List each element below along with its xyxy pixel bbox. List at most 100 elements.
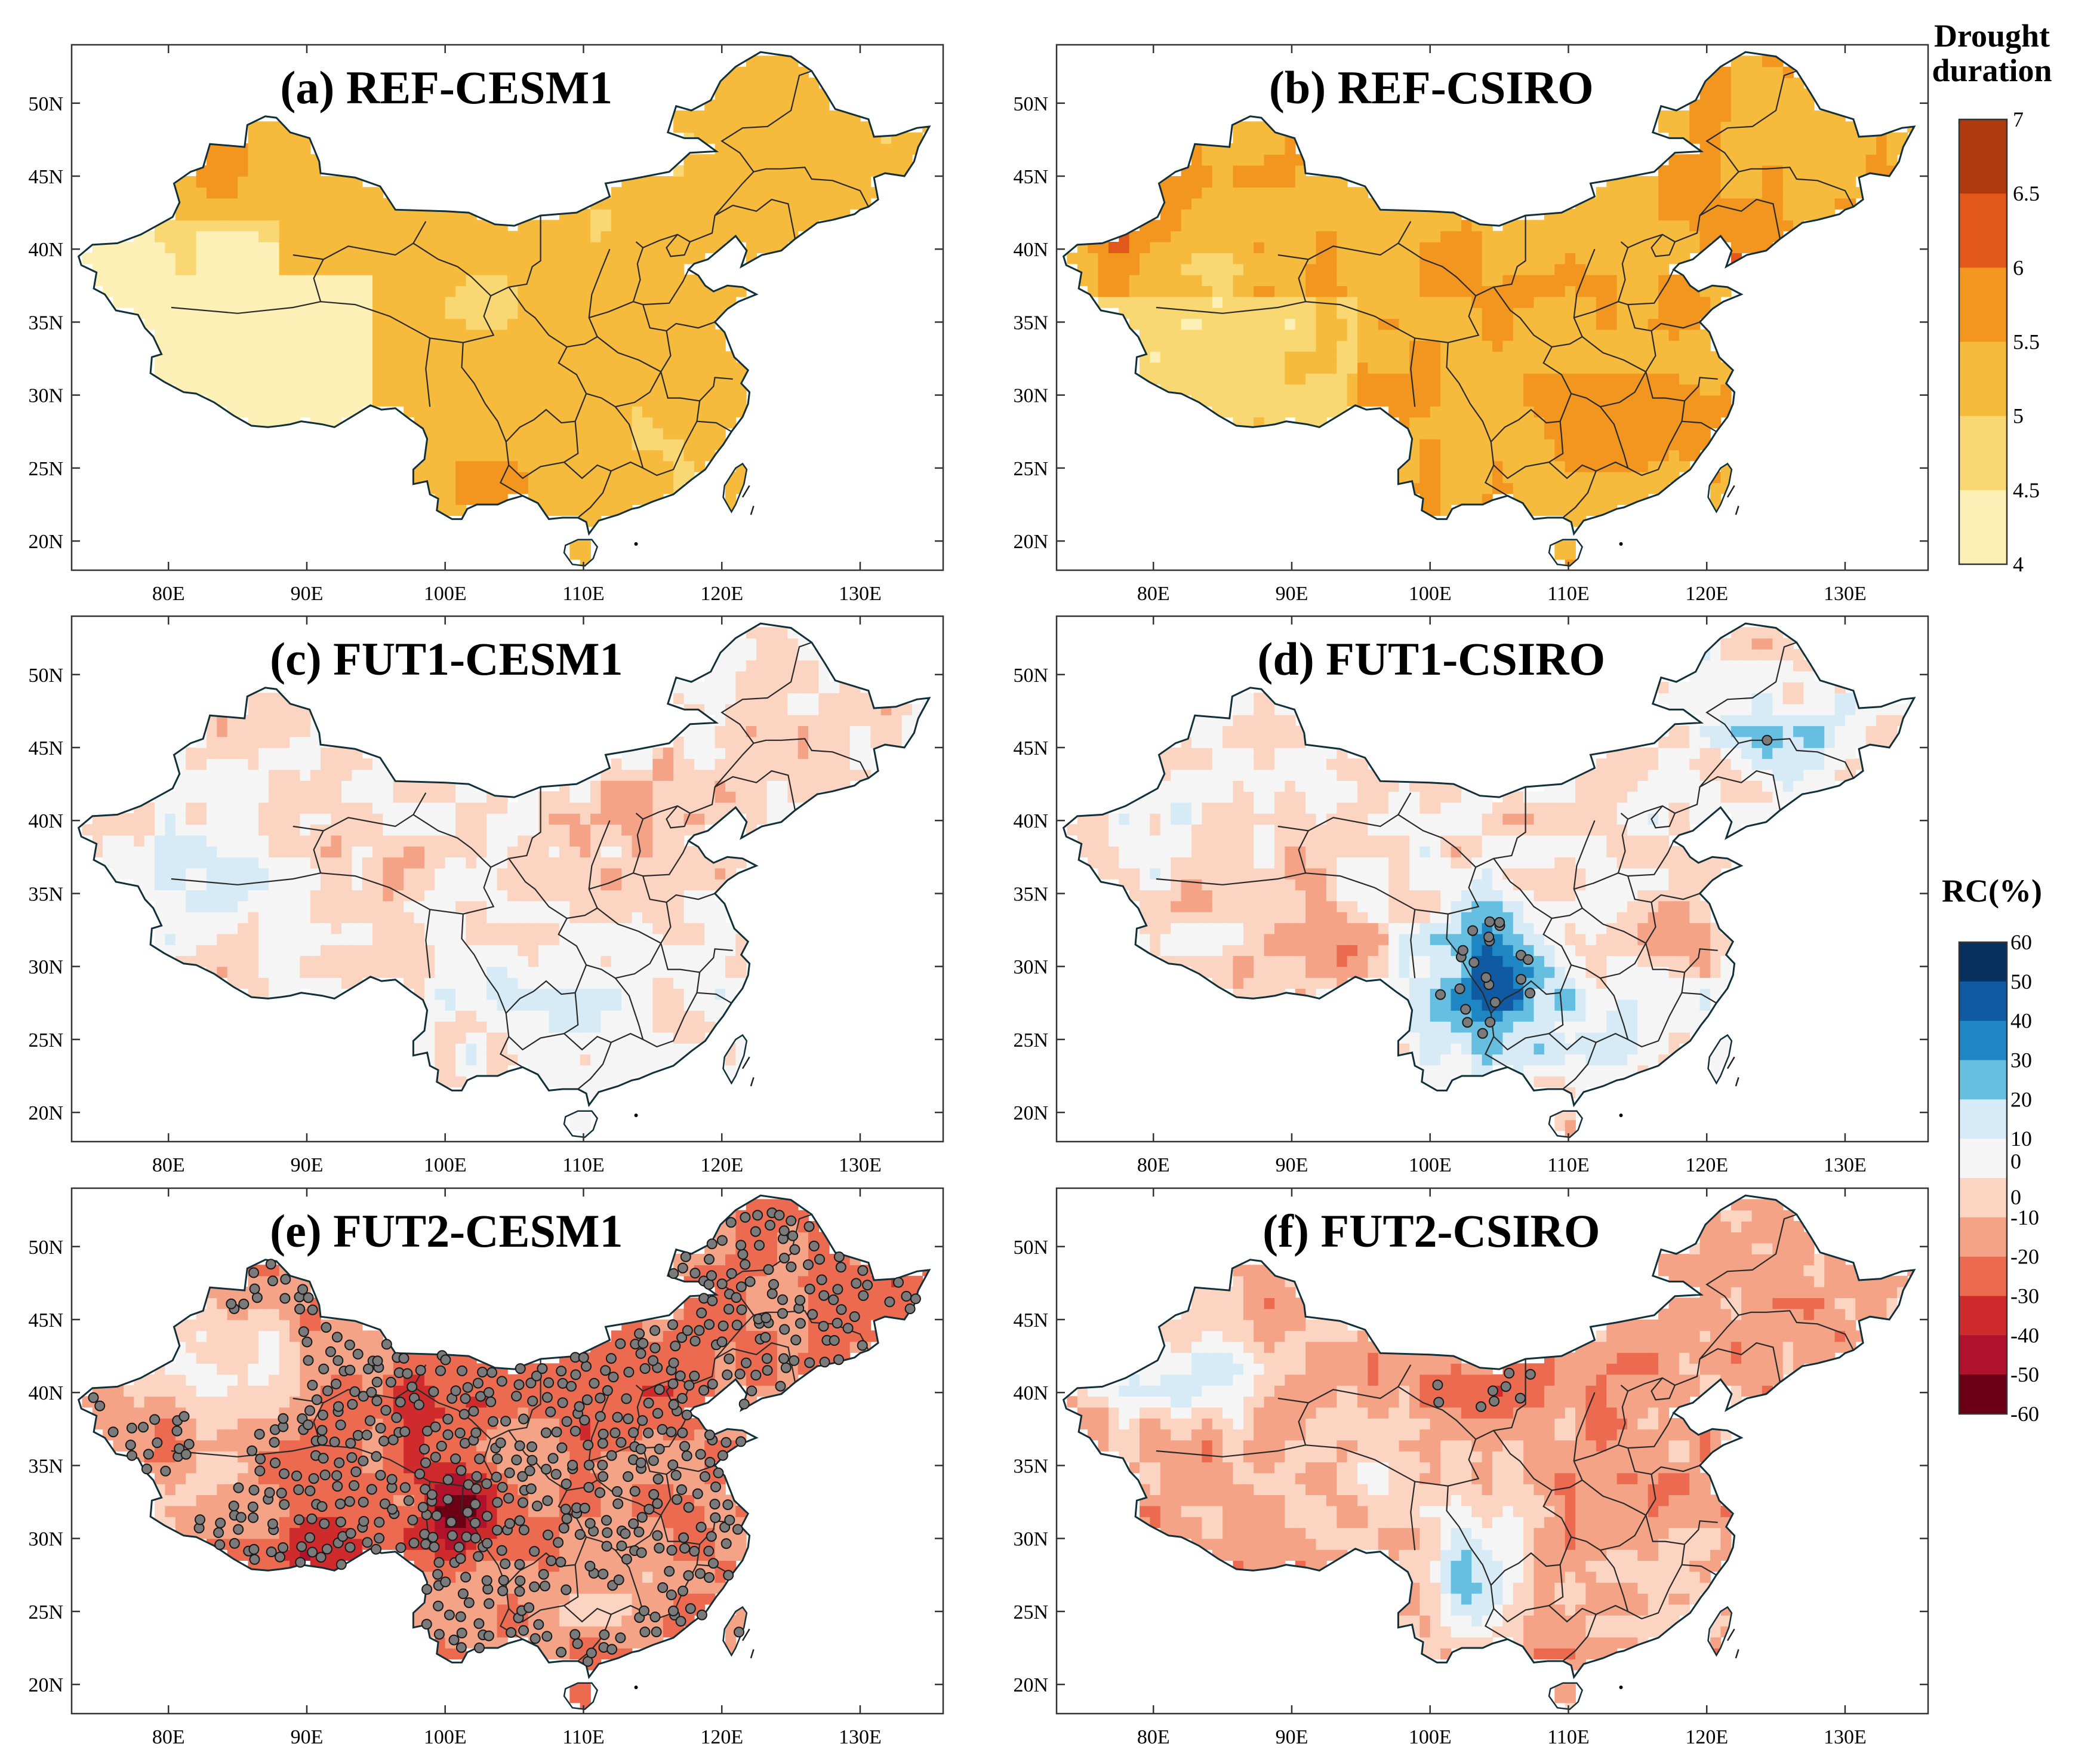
y-tick-label: 20N xyxy=(28,531,63,553)
panel-title-d: (d) FUT1-CSIRO xyxy=(1257,633,1605,685)
x-tick-label: 110E xyxy=(1547,1726,1590,1748)
field-grid-a xyxy=(82,56,929,566)
y-tick-label: 25N xyxy=(1013,458,1048,480)
panel-frame xyxy=(1055,44,1929,571)
province-borders-c xyxy=(171,641,869,1090)
hainan-outline xyxy=(563,539,599,567)
y-tick-label: 35N xyxy=(28,883,63,905)
taiwan-outline xyxy=(722,462,748,513)
legend-swatch xyxy=(1959,942,2007,982)
legend-rc-label: 0 xyxy=(2010,1149,2021,1173)
x-tick-label: 80E xyxy=(1137,1154,1170,1176)
legend-swatch xyxy=(1959,119,2007,194)
station-markers-f xyxy=(1432,1367,1536,1412)
y-tick-label: 20N xyxy=(1013,1102,1048,1124)
legend-rc-label: 0 xyxy=(2010,1185,2021,1209)
x-tick-label: 120E xyxy=(700,1154,743,1176)
legend-swatch xyxy=(1959,342,2007,417)
panel-frame xyxy=(70,44,944,571)
x-tick-label: 100E xyxy=(1409,1154,1452,1176)
legend-swatch xyxy=(1959,1178,2007,1218)
legend-swatch xyxy=(1959,416,2007,491)
legend-swatch xyxy=(1959,1256,2007,1296)
taiwan-outline xyxy=(722,1606,748,1657)
panel-title-f: (f) FUT2-CSIRO xyxy=(1263,1205,1600,1257)
legend-swatch xyxy=(1959,1139,2007,1179)
y-tick-label: 35N xyxy=(1013,883,1048,905)
legend-rc-label: -10 xyxy=(2010,1206,2039,1229)
y-tick-label: 50N xyxy=(28,93,63,115)
x-tick-label: 120E xyxy=(1685,1154,1728,1176)
legend-rc-label: -20 xyxy=(2010,1245,2039,1269)
hainan-outline xyxy=(1548,539,1584,567)
panel-frame xyxy=(70,1187,944,1715)
legend-title: duration xyxy=(1932,53,2052,88)
country-outline xyxy=(77,1194,931,1680)
hainan-outline xyxy=(1548,1110,1584,1139)
y-tick-label: 30N xyxy=(1013,385,1048,407)
legend-swatch xyxy=(1959,1099,2007,1139)
field-grid-b xyxy=(1067,56,1914,566)
map-panel-a: 80E 90E 100E 110E 120E 130E 50N 45N 40N 35N 30N 25N… xyxy=(28,44,944,605)
y-tick-label: 45N xyxy=(28,737,63,759)
x-tick-label: 80E xyxy=(152,1154,185,1176)
x-tick-label: 110E xyxy=(562,1154,605,1176)
legend-duration-label: 4.5 xyxy=(2013,478,2040,502)
x-tick-label: 100E xyxy=(1409,583,1452,605)
y-tick-label: 30N xyxy=(28,385,63,407)
legend-duration-label: 5.5 xyxy=(2013,330,2040,354)
y-tick-label: 35N xyxy=(28,1455,63,1477)
legend-title: Drought xyxy=(1934,18,2050,54)
legend-rc-label: 20 xyxy=(2010,1087,2032,1111)
y-tick-label: 40N xyxy=(1013,810,1048,832)
country-outline xyxy=(1062,1194,1916,1680)
y-tick-label: 30N xyxy=(1013,957,1048,979)
y-tick-label: 25N xyxy=(1013,1601,1048,1623)
map-panel-b: 80E 90E 100E 110E 120E 130E 50N 45N 40N 35N 30N 25N… xyxy=(1013,44,1929,605)
y-tick-label: 40N xyxy=(1013,1382,1048,1404)
y-tick-label: 35N xyxy=(1013,1455,1048,1477)
y-tick-label: 30N xyxy=(1013,1529,1048,1551)
legend-rc-label: 50 xyxy=(2010,970,2032,994)
legend-swatch xyxy=(1959,193,2007,268)
panel-title-a: (a) REF-CESM1 xyxy=(280,61,612,113)
country-outline xyxy=(1062,622,1916,1108)
province-borders-a xyxy=(171,70,869,518)
field-grid-e xyxy=(82,1199,929,1709)
y-tick-label: 40N xyxy=(28,1382,63,1404)
y-tick-label: 40N xyxy=(28,810,63,832)
legend-rc-label: -40 xyxy=(2010,1323,2039,1347)
x-tick-label: 80E xyxy=(1137,1726,1170,1748)
field-grid-c xyxy=(82,627,929,1137)
x-tick-label: 80E xyxy=(152,1726,185,1748)
legend-rc-label: 60 xyxy=(2010,930,2032,954)
hainan-outline xyxy=(1548,1682,1584,1711)
country-outline xyxy=(77,622,931,1108)
y-tick-label: 30N xyxy=(28,957,63,979)
panel-title-e: (e) FUT2-CESM1 xyxy=(270,1205,623,1257)
legend-swatch xyxy=(1959,1217,2007,1257)
legend-duration-label: 6 xyxy=(2013,256,2024,279)
station-markers-d xyxy=(1435,734,1773,1039)
field-grid-f xyxy=(1067,1199,1914,1709)
panel-title-c: (c) FUT1-CESM1 xyxy=(270,633,623,685)
station-markers-e xyxy=(88,1207,921,1667)
legend-rc-label: 30 xyxy=(2010,1048,2032,1072)
legend-swatch xyxy=(1959,1060,2007,1100)
legend-rc-label: 40 xyxy=(2010,1009,2032,1033)
x-tick-label: 90E xyxy=(291,583,324,605)
y-tick-label: 40N xyxy=(1013,239,1048,261)
x-tick-label: 120E xyxy=(1685,1726,1728,1748)
legend-title: RC(%) xyxy=(1942,873,2042,909)
x-tick-label: 90E xyxy=(291,1154,324,1176)
province-borders-f xyxy=(1156,1213,1854,1662)
x-tick-label: 100E xyxy=(1409,1726,1452,1748)
y-tick-label: 20N xyxy=(1013,531,1048,553)
y-tick-label: 35N xyxy=(28,312,63,334)
hainan-outline xyxy=(563,1110,599,1139)
legend-swatch xyxy=(1959,1374,2007,1414)
x-tick-label: 90E xyxy=(1276,583,1308,605)
y-tick-label: 50N xyxy=(1013,665,1048,687)
